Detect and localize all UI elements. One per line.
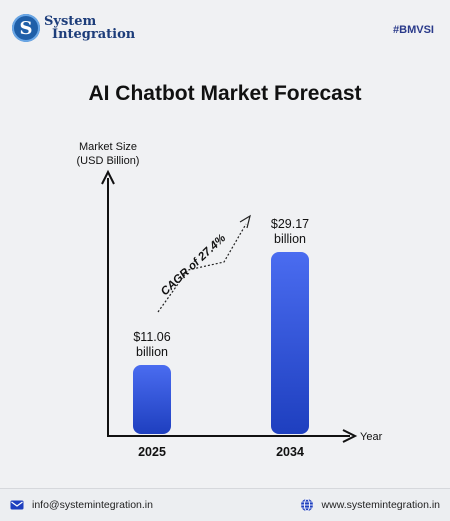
data-label-unit-2034: billion: [274, 232, 306, 246]
x-tick-label-2025: 2025: [138, 445, 166, 459]
bar-2025: [133, 364, 171, 434]
website-text: www.systemintegration.in: [321, 499, 440, 511]
hashtag: #BMVSI: [393, 24, 434, 36]
footer-email[interactable]: info@systemintegration.in: [10, 498, 153, 512]
footer: info@systemintegration.in www.systeminte…: [0, 488, 450, 521]
data-label-amount-2025: $11.06: [133, 330, 170, 344]
y-axis-label-line-1: Market Size: [79, 141, 137, 153]
logo-line-1: System: [44, 14, 97, 29]
data-label-unit-2025: billion: [136, 345, 168, 359]
chart-title: AI Chatbot Market Forecast: [88, 82, 362, 105]
brand-logo[interactable]: S System Integration: [12, 14, 135, 42]
x-axis-arrowhead: [342, 429, 358, 443]
y-axis-label-line-2: (USD Billion): [77, 155, 140, 167]
globe-icon: [300, 498, 313, 512]
footer-website[interactable]: www.systemintegration.in: [300, 498, 440, 512]
header: S System Integration #BMVSI: [0, 0, 450, 60]
bar-2034: [271, 252, 309, 434]
cagr-trend-line: [157, 223, 247, 313]
logo-line-2: Integration: [52, 27, 136, 42]
mail-icon: [10, 500, 24, 510]
cagr-annotation: CAGR of 27.4%: [159, 232, 228, 298]
logo-badge-icon: S: [12, 14, 40, 42]
data-label-amount-2034: $29.17: [271, 217, 309, 231]
cagr-trend-arrowhead: [239, 214, 251, 229]
x-axis-label: Year: [360, 431, 383, 443]
email-text: info@systemintegration.in: [32, 499, 153, 511]
y-axis-arrowhead: [101, 169, 115, 185]
x-tick-label-2034: 2034: [276, 445, 304, 459]
logo-text: System Integration: [44, 15, 135, 41]
